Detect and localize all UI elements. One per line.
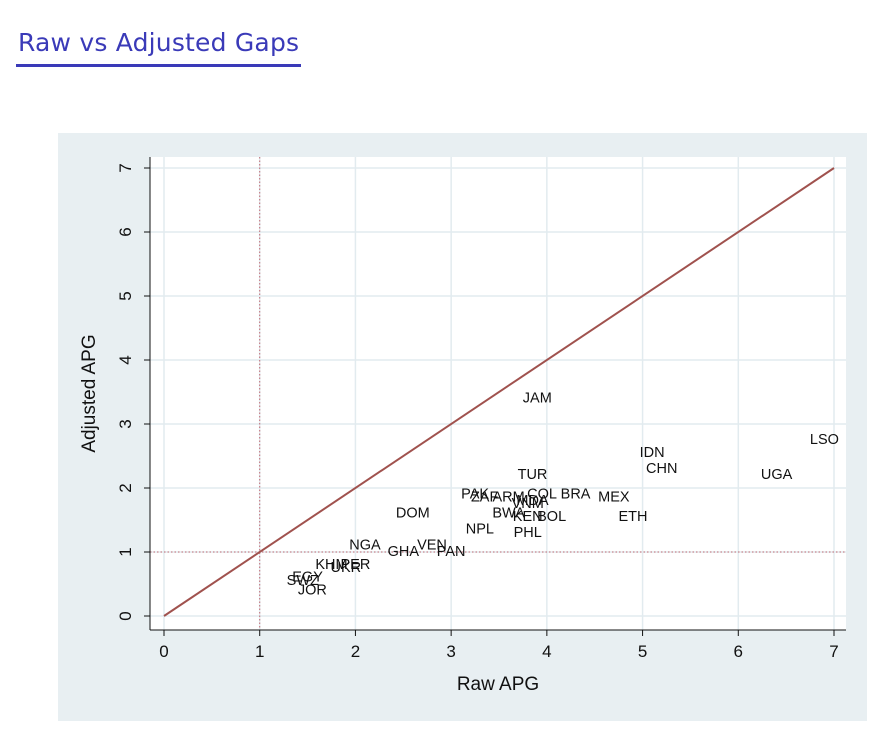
data-point-pan: PAN [437,544,466,560]
x-axis-label: Raw APG [457,674,539,695]
data-point-jor: JOR [298,582,327,598]
x-tick-label: 2 [351,642,360,661]
data-point-swz: SWZ [287,573,319,589]
data-point-mex: MEX [598,490,630,506]
slide-title: Raw vs Adjusted Gaps [18,28,300,57]
data-point-zaf: ZAF [471,490,499,506]
data-point-ukr: UKR [331,560,362,576]
y-axis-label: Adjusted APG [79,334,100,452]
data-point-bra: BRA [561,486,591,502]
y-tick-label: 3 [116,419,135,428]
data-point-bwa: BWA [492,506,525,522]
diagonal-line [163,167,835,617]
data-point-jam: JAM [523,390,552,406]
y-tick-label: 5 [116,291,135,300]
y-tick-label: 0 [116,611,135,620]
data-point-vnm: VNM [512,496,544,512]
x-tick-label: 1 [255,642,264,661]
y-tick-label: 2 [116,483,135,492]
data-point-mda: MDA [516,493,549,509]
data-point-dom: DOM [396,506,430,522]
data-point-ken: KEN [513,509,543,525]
y-tick-label: 7 [116,163,135,172]
y-axis-ticks: 0 1 2 3 4 5 6 7 [116,163,150,621]
data-point-egy: EGY [292,570,323,586]
x-tick-label: 0 [159,642,168,661]
x-tick-label: 3 [446,642,455,661]
x-axis-ticks: 0 1 2 3 4 5 6 7 [159,630,839,661]
data-point-uga: UGA [761,467,793,483]
x-tick-label: 7 [829,642,838,661]
grid-lines-y [150,167,846,617]
title-underline [16,64,301,67]
x-tick-label: 6 [734,642,743,661]
data-point-idn: IDN [640,445,665,461]
data-point-phl: PHL [514,525,542,541]
data-point-pak: PAK [461,486,489,502]
data-point-nga: NGA [349,538,381,554]
data-point-chn: CHN [646,461,677,477]
x-tick-label: 4 [542,642,551,661]
y-tick-label: 4 [116,355,135,364]
data-point-tur: TUR [518,467,548,483]
data-point-lso: LSO [810,432,839,448]
data-point-bol: BOL [537,509,566,525]
data-point-eth: ETH [619,509,648,525]
x-tick-label: 5 [638,642,647,661]
y-tick-label: 1 [116,547,135,556]
data-point-ven: VEN [417,538,447,554]
data-point-gha: GHA [388,544,420,560]
data-point-col: COL [527,486,557,502]
data-point-khm: KHM [315,557,347,573]
data-point-npl: NPL [466,522,494,538]
data-point-per: PER [341,557,371,573]
y-tick-label: 6 [116,227,135,236]
data-point-arm: ARM [492,490,524,506]
